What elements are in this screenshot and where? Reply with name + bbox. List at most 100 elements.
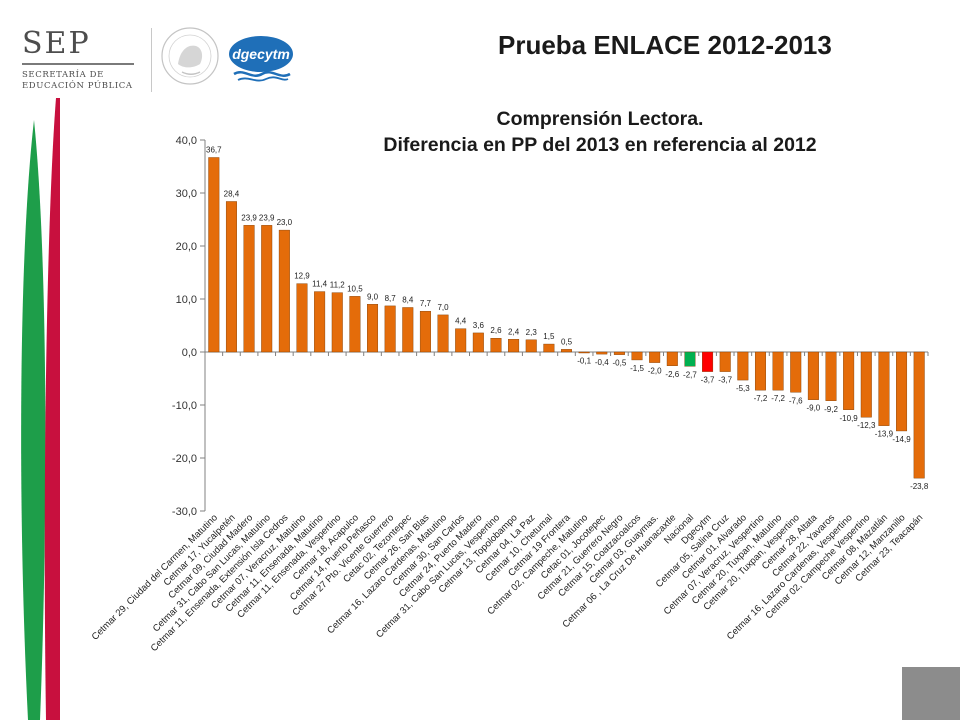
bar xyxy=(243,225,255,353)
bar xyxy=(772,351,784,391)
data-label: -0,4 xyxy=(595,358,609,367)
data-label: -2,7 xyxy=(683,370,697,379)
data-label: 8,7 xyxy=(385,294,397,303)
bar xyxy=(737,351,749,381)
bar xyxy=(807,351,819,400)
bar xyxy=(596,351,608,355)
data-label: -2,0 xyxy=(648,367,662,376)
green-stripe xyxy=(21,120,46,720)
data-label: 1,5 xyxy=(543,332,555,341)
bar xyxy=(896,351,908,432)
bar xyxy=(314,291,326,353)
bar xyxy=(490,338,502,353)
data-label: 4,4 xyxy=(455,317,467,326)
data-label: -12,3 xyxy=(857,421,876,430)
bar xyxy=(472,332,484,353)
data-label: -5,3 xyxy=(736,384,750,393)
bar xyxy=(419,310,431,353)
bar xyxy=(225,201,237,353)
bar xyxy=(702,351,714,372)
data-label: -0,5 xyxy=(613,359,627,368)
data-label: -7,6 xyxy=(789,396,803,405)
chart-title: Comprensión Lectora. xyxy=(496,108,704,130)
bar xyxy=(825,351,837,401)
bar xyxy=(508,339,520,353)
bar xyxy=(631,351,643,361)
decorative-stripes xyxy=(21,98,60,720)
data-label: -7,2 xyxy=(771,394,785,403)
bar xyxy=(666,351,678,366)
chart-title-block: Comprensión Lectora. Diferencia en PP de… xyxy=(300,106,900,158)
bar xyxy=(278,229,290,353)
data-label: 36,7 xyxy=(206,145,222,154)
data-label: 7,7 xyxy=(420,299,432,308)
sep-logo-rule xyxy=(22,63,134,65)
data-label: -3,7 xyxy=(701,376,715,385)
y-tick-label: -10,0 xyxy=(172,400,197,412)
sep-logo: SEP SECRETARÍA DE EDUCACIÓN PÚBLICA xyxy=(22,26,140,91)
data-label: 23,9 xyxy=(241,213,257,222)
sep-logo-subtitle-1: SECRETARÍA DE xyxy=(22,70,104,80)
data-label: -23,8 xyxy=(910,482,929,491)
page-title: Prueba ENLACE 2012-2013 xyxy=(498,30,832,60)
red-stripe xyxy=(44,98,60,720)
bar xyxy=(437,314,449,353)
bar xyxy=(402,307,414,353)
data-label: -9,0 xyxy=(806,404,820,413)
data-label: 12,9 xyxy=(294,272,310,281)
chart-subtitle: Diferencia en PP del 2013 en referencia … xyxy=(383,134,817,156)
sep-logo-subtitle-2: EDUCACIÓN PÚBLICA xyxy=(22,81,133,91)
bar xyxy=(384,305,396,353)
bar xyxy=(913,351,925,479)
sep-logo-word: SEP xyxy=(22,26,91,61)
bar xyxy=(684,351,696,367)
data-label: 11,2 xyxy=(330,281,346,290)
bar xyxy=(613,351,625,355)
bar xyxy=(754,351,766,391)
bar xyxy=(649,351,661,363)
y-tick-label: 10,0 xyxy=(176,294,197,306)
data-label: -10,9 xyxy=(840,414,859,423)
bar xyxy=(455,328,467,353)
bar xyxy=(331,292,343,353)
bar xyxy=(860,351,872,418)
data-label: -3,7 xyxy=(718,376,732,385)
data-label: 23,9 xyxy=(259,213,275,222)
data-label: 23,0 xyxy=(277,218,293,227)
bar xyxy=(296,283,308,353)
data-label: 10,5 xyxy=(347,284,363,293)
data-label: 9,0 xyxy=(367,292,379,301)
data-label: 3,6 xyxy=(473,321,485,330)
bar xyxy=(578,351,590,354)
national-seal-icon xyxy=(161,27,219,85)
data-label: -14,9 xyxy=(892,435,911,444)
bar xyxy=(561,349,572,353)
bar xyxy=(878,351,890,426)
data-label: 28,4 xyxy=(224,189,240,198)
bar xyxy=(843,351,855,410)
data-label: -0,1 xyxy=(577,357,591,366)
data-label: 2,6 xyxy=(490,326,502,335)
logo-divider xyxy=(151,28,152,92)
y-tick-label: -20,0 xyxy=(172,453,197,465)
data-label: 2,4 xyxy=(508,327,520,336)
data-label: -1,5 xyxy=(630,364,644,373)
bar xyxy=(208,157,220,353)
data-label: -7,2 xyxy=(754,394,768,403)
y-tick-label: 0,0 xyxy=(182,347,197,359)
y-tick-label: 30,0 xyxy=(176,188,197,200)
dgecytm-logo: dgecytm xyxy=(229,36,293,82)
y-tick-label: -30,0 xyxy=(172,506,197,518)
data-label: 0,5 xyxy=(561,337,573,346)
bar xyxy=(790,351,802,393)
bar xyxy=(719,351,731,372)
bar xyxy=(543,343,555,353)
bar xyxy=(261,225,273,353)
data-label: 8,4 xyxy=(402,295,414,304)
data-label: -13,9 xyxy=(875,430,894,439)
bar xyxy=(349,296,361,353)
data-label: 2,3 xyxy=(526,328,538,337)
corner-block xyxy=(902,667,960,720)
y-tick-label: 40,0 xyxy=(176,135,197,147)
